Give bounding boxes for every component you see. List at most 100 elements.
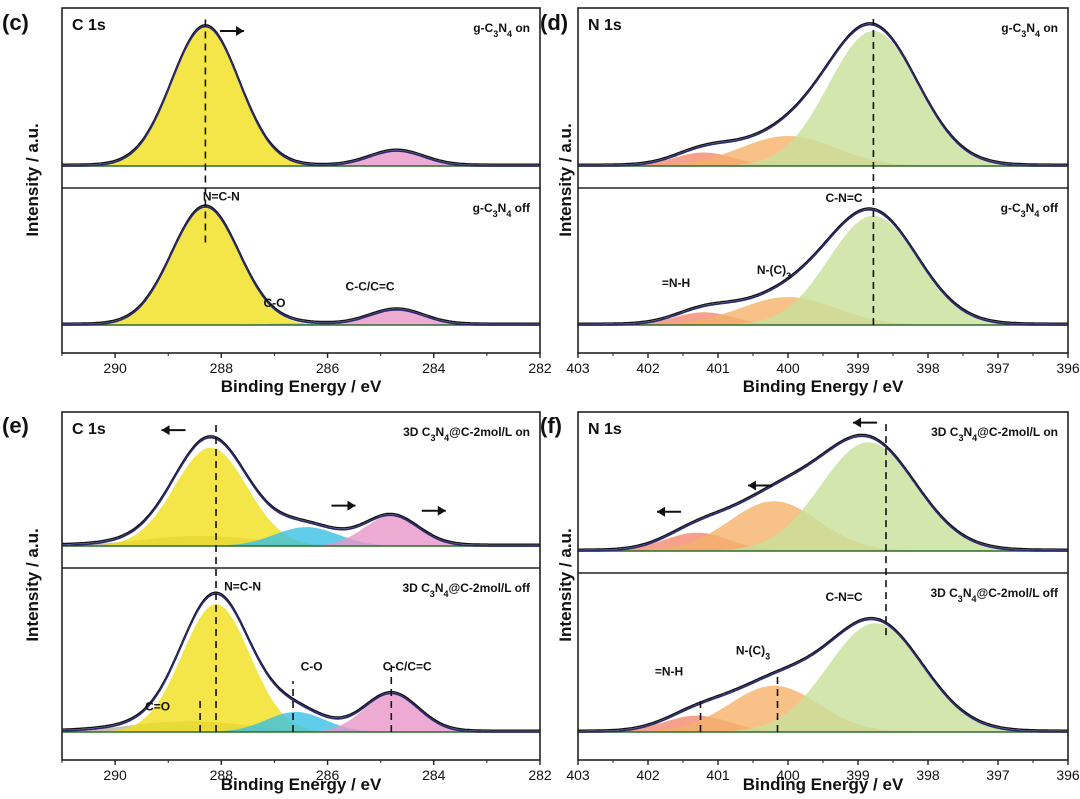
panel-label: (e) xyxy=(2,413,29,438)
peak-c-o-top xyxy=(62,527,540,546)
shift-arrow-left xyxy=(657,506,681,517)
peak-c-o-bottom xyxy=(62,712,540,732)
panel-title: C 1s xyxy=(72,421,106,438)
x-axis-label: Binding Energy / eV xyxy=(221,377,382,396)
peak-annotation: C-O xyxy=(263,296,285,310)
x-axis-label: Binding Energy / eV xyxy=(743,377,904,396)
envelope-fit-bottom xyxy=(578,618,1068,733)
panel-title: C 1s xyxy=(72,17,106,34)
x-tick-label: 400 xyxy=(776,360,800,376)
x-tick-label: 401 xyxy=(706,360,730,376)
peak-annotation: C-N=C xyxy=(825,590,862,604)
panel-c: g-C3N4 on g-C3N4 off N=C-N C-O C-C/C=C 290 288… xyxy=(2,7,552,396)
x-tick-label: 401 xyxy=(706,767,730,783)
y-axis-label: Intensity / a.u. xyxy=(556,528,575,641)
envelope-fit-top xyxy=(578,435,1068,552)
shift-arrow-right xyxy=(421,505,446,516)
envelope-fit-top xyxy=(62,25,540,167)
shift-arrow-left xyxy=(748,480,772,491)
peak-c-c-c-c-bottom xyxy=(62,309,540,325)
state-label-top: g-C3N4 on xyxy=(1001,21,1058,39)
peak-annotation: =N-H xyxy=(655,664,683,678)
x-tick-label: 290 xyxy=(103,767,127,783)
peak-annotation: C=O xyxy=(145,699,170,713)
envelope-fit-bottom xyxy=(61,593,540,733)
raw-spectrum-top xyxy=(578,22,1068,165)
x-tick-label: 399 xyxy=(846,767,870,783)
x-tick-label: 284 xyxy=(422,767,446,783)
shift-arrow-left xyxy=(853,417,877,428)
peak-annotation: C-N=C xyxy=(825,191,862,205)
peak-annotation: N=C-N xyxy=(203,190,240,204)
peak-annotation: C-O xyxy=(301,659,323,673)
subplot-top-e: 3D C3N4@C-2mol/L on xyxy=(62,425,540,547)
peak-n-c-n-top xyxy=(62,447,540,546)
panel-label: (c) xyxy=(2,10,29,35)
y-axis-label: Intensity / a.u. xyxy=(556,123,575,236)
x-tick-label: 398 xyxy=(916,767,940,783)
panel-title: N 1s xyxy=(588,421,622,438)
peak-n-c-n-bottom xyxy=(62,206,540,325)
peak-annotation: C-C/C=C xyxy=(383,659,432,673)
subplot-bottom-e: 3D C3N4@C-2mol/L off xyxy=(61,581,540,733)
raw-spectrum-bottom xyxy=(578,616,1068,731)
x-tick-label: 396 xyxy=(1056,767,1080,783)
panel-label: (d) xyxy=(540,10,568,35)
x-tick-label: 396 xyxy=(1056,360,1080,376)
x-tick-label: 282 xyxy=(528,360,552,376)
x-tick-label: 403 xyxy=(566,360,590,376)
peak-c-c-c-c-top xyxy=(62,515,540,546)
y-axis-label: Intensity / a.u. xyxy=(23,528,42,641)
panel-f: 3D C3N4@C-2mol/L on 3D C3N4@C-2mol/L off =… xyxy=(540,411,1080,794)
subplot-bottom-d: g-C3N4 off xyxy=(578,201,1068,326)
x-tick-label: 399 xyxy=(846,360,870,376)
shift-arrow-right xyxy=(219,26,244,36)
subplot-top-c: g-C3N4 on xyxy=(62,21,540,167)
x-tick-label: 288 xyxy=(210,767,234,783)
envelope-fit-bottom xyxy=(62,205,540,326)
x-tick-label: 403 xyxy=(566,767,590,783)
state-label-top: 3D C3N4@C-2mol/L on xyxy=(403,425,530,443)
x-tick-label: 402 xyxy=(636,360,660,376)
shift-arrow-right xyxy=(331,500,356,511)
peak-c-n-c-top xyxy=(578,31,1068,166)
x-tick-label: 286 xyxy=(316,360,340,376)
subplot-top-f: 3D C3N4@C-2mol/L on xyxy=(578,425,1068,552)
peak-annotation: N=C-N xyxy=(224,579,261,593)
state-label-bottom: 3D C3N4@C-2mol/L off xyxy=(930,586,1059,604)
envelope-fit-top xyxy=(62,436,540,547)
x-tick-label: 286 xyxy=(316,767,340,783)
panel-label: (f) xyxy=(540,413,562,438)
peak-annotation: N-(C)3 xyxy=(757,263,791,281)
x-tick-label: 290 xyxy=(103,360,127,376)
x-tick-label: 284 xyxy=(422,360,446,376)
peak-annotation: =N-H xyxy=(662,276,690,290)
peak-annotation: C-C/C=C xyxy=(346,280,395,294)
raw-spectrum-top xyxy=(62,23,540,165)
x-tick-label: 402 xyxy=(636,767,660,783)
shift-arrow-left xyxy=(161,425,186,436)
envelope-fit-top xyxy=(578,23,1068,167)
axes-frame xyxy=(61,7,541,354)
peak-n-c-n-bottom xyxy=(62,604,540,732)
x-tick-label: 400 xyxy=(776,767,800,783)
peak-c-n-c-bottom xyxy=(578,623,1068,732)
envelope-fit-bottom xyxy=(578,208,1068,326)
state-label-bottom: 3D C3N4@C-2mol/L off xyxy=(402,581,531,599)
peak-c-c-c-c-bottom xyxy=(62,693,540,732)
peak-c-c-c-c-top xyxy=(62,151,540,166)
peak-n-c-n-top xyxy=(62,26,540,166)
peak-c-n-c-top xyxy=(578,442,1068,551)
x-tick-label: 282 xyxy=(528,767,552,783)
panel-title: N 1s xyxy=(588,17,622,34)
x-axis-label: Binding Energy / eV xyxy=(743,775,904,794)
peak-annotation: N-(C)3 xyxy=(736,644,770,662)
raw-spectrum-bottom xyxy=(578,207,1068,324)
x-tick-label: 398 xyxy=(916,360,940,376)
x-tick-label: 397 xyxy=(986,767,1010,783)
panel-d: g-C3N4 on g-C3N4 off =N-H N-(C)3 C-N=C 403 402… xyxy=(540,7,1080,396)
raw-spectrum-bottom xyxy=(61,591,540,731)
state-label-bottom: g-C3N4 off xyxy=(473,201,531,219)
x-tick-label: 288 xyxy=(210,360,234,376)
